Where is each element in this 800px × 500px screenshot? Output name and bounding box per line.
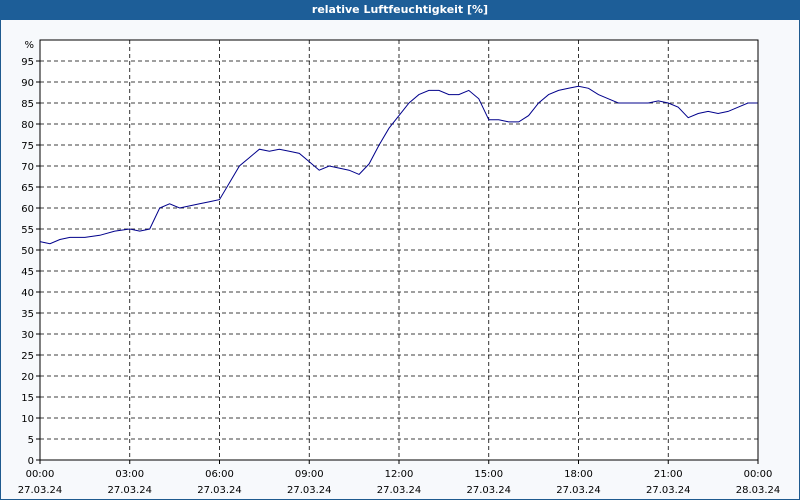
x-tick-time-label: 03:00: [115, 469, 144, 480]
y-tick-label: 95: [21, 57, 34, 68]
y-tick-label: 0: [28, 456, 34, 467]
y-tick-label: 5: [28, 435, 34, 446]
y-tick-label: 65: [21, 183, 34, 194]
x-tick-time-label: 21:00: [654, 469, 683, 480]
x-tick-time-label: 18:00: [564, 469, 593, 480]
x-tick-time-label: 06:00: [205, 469, 234, 480]
x-tick-date-label: 27.03.24: [18, 485, 63, 496]
x-tick-date-label: 27.03.24: [197, 485, 242, 496]
x-tick-time-label: 15:00: [474, 469, 503, 480]
x-tick-date-label: 27.03.24: [646, 485, 691, 496]
y-tick-label: 15: [21, 393, 34, 404]
y-tick-label: 10: [21, 414, 34, 425]
x-tick-date-label: 28.03.24: [736, 485, 781, 496]
chart-title: relative Luftfeuchtigkeit [%]: [0, 0, 800, 20]
y-tick-label: 60: [21, 204, 34, 215]
y-tick-label: 90: [21, 78, 34, 89]
humidity-line: [39, 85, 758, 245]
y-tick-label: 20: [21, 372, 34, 383]
y-tick-label: 55: [21, 225, 34, 236]
x-tick-date-label: 27.03.24: [377, 485, 422, 496]
axes: [36, 60, 759, 464]
x-tick-date-label: 27.03.24: [556, 485, 601, 496]
y-tick-label: 70: [21, 162, 34, 173]
y-tick-label: 25: [21, 351, 34, 362]
x-tick-date-label: 27.03.24: [287, 485, 332, 496]
y-tick-label: 80: [21, 120, 34, 131]
y-tick-label: 30: [21, 330, 34, 341]
x-tick-time-label: 00:00: [26, 469, 55, 480]
x-tick-time-label: 12:00: [385, 469, 414, 480]
y-tick-label: 40: [21, 288, 34, 299]
y-tick-label: 50: [21, 246, 34, 257]
y-tick-label: 45: [21, 267, 34, 278]
y-tick-label: 75: [21, 141, 34, 152]
y-axis-label: %: [24, 40, 34, 51]
x-tick-date-label: 27.03.24: [466, 485, 511, 496]
series: [39, 85, 758, 245]
y-tick-label: 85: [21, 99, 34, 110]
x-tick-time-label: 00:00: [744, 469, 773, 480]
x-tick-date-label: 27.03.24: [107, 485, 152, 496]
x-tick-time-label: 09:00: [295, 469, 324, 480]
tick-labels: 0 5 10 15 20 25 30 35 40 45 50 55 60 65 70 75 80 85 90 95% 0…: [18, 40, 781, 496]
y-tick-label: 35: [21, 309, 34, 320]
